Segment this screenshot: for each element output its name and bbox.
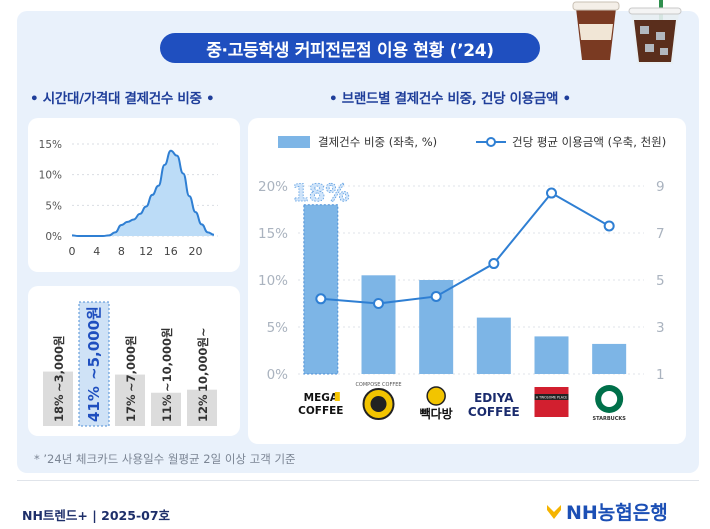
price-range-chart: 18% ~3,000원 41% ~5,000원 17% ~7,000원 11% ~10,000… [43, 301, 217, 427]
twosome-logo-stripe [534, 394, 569, 400]
legend-bar-swatch [278, 136, 310, 148]
brand-combo-chart: 결제건수 비중 (좌축, %) 건당 평균 이용금액 (우축, 천원) 0% 5% 10… [258, 135, 666, 422]
right-axis-tick: 3 [656, 320, 665, 336]
price-category-label: ~3,000원 [52, 335, 66, 392]
paik-logo-text: 빽다방 [420, 406, 453, 421]
y-tick-label: 5% [45, 200, 62, 212]
left-axis-tick: 5% [267, 320, 289, 336]
price-bar [78, 301, 110, 427]
nh-logo-icon [547, 504, 561, 519]
y-tick-label: 15% [39, 139, 62, 151]
page-title: 중·고등학생 커피전문점 이용 현황 (’24) [160, 33, 540, 63]
left-axis-tick: 20% [258, 179, 288, 195]
x-tick-label: 4 [93, 245, 100, 258]
avg-amount-point [546, 187, 557, 199]
twosome-logo-box [534, 387, 569, 417]
left-axis-tick: 15% [258, 226, 288, 242]
price-chart-card: 18% ~3,000원 41% ~5,000원 17% ~7,000원 11% ~10,000… [28, 286, 240, 436]
y-tick-label: 10% [39, 170, 62, 182]
source-label: NH트렌드+ | 2025-07호 [22, 508, 171, 523]
brand-bar [476, 317, 511, 374]
price-value-label: 12% [196, 394, 210, 422]
footnote: * ’24년 체크카드 사용일수 월평균 2일 이상 고객 기준 [34, 452, 296, 466]
brand-bar [534, 336, 569, 374]
starbucks-logo-inner [601, 391, 618, 407]
divider [17, 480, 699, 481]
twosome-logo-text: A TWOSOME PLACE [536, 396, 567, 400]
mega-logo-line2: COFFEE [298, 405, 343, 417]
legend-bar-label: 결제건수 비중 (좌축, %) [318, 135, 437, 149]
brand-bar [361, 275, 396, 374]
x-tick-label: 0 [69, 245, 76, 258]
y-tick-label: 0% [45, 231, 62, 243]
compose-logo-text: COMPOSE COFFEE [355, 382, 401, 388]
x-tick-label: 12 [139, 245, 153, 258]
price-bar [115, 374, 145, 426]
mega-logo-mark [334, 392, 340, 401]
starbucks-logo-text: STARBUCKS [592, 416, 626, 422]
mega-logo-line1: MEGA [304, 392, 339, 404]
price-category-label: ~7,000원 [124, 335, 138, 392]
price-bar [43, 371, 73, 426]
ediya-logo-line1: EDIYA [474, 391, 514, 405]
right-axis-tick: 9 [656, 179, 665, 195]
right-axis-tick: 1 [656, 367, 665, 383]
area-fill [72, 150, 214, 236]
avg-amount-point [315, 293, 327, 305]
x-tick-label: 20 [188, 245, 202, 258]
right-axis-tick: 7 [656, 226, 665, 242]
price-value-label: 17% [124, 394, 138, 422]
right-section-title: • 브랜드별 결제건수 비중, 건당 이용금액 • [329, 91, 571, 107]
bank-name: NH농협은행 [566, 502, 668, 524]
avg-amount-line [320, 191, 610, 305]
highlight-value-label: 18% [292, 179, 349, 207]
brand-bar [592, 343, 627, 374]
area-line [71, 149, 215, 237]
left-axis-tick: 10% [258, 273, 288, 289]
avg-amount-point [430, 290, 442, 302]
price-category-label: ~5,000원 [85, 306, 103, 380]
price-value-label: 41% [85, 386, 103, 422]
price-bar [151, 392, 181, 426]
brand-chart-card: 결제건수 비중 (좌축, %) 건당 평균 이용금액 (우축, 천원) 0% 5% 10… [248, 118, 686, 444]
price-category-label: ~10,000원 [160, 327, 174, 392]
iced-coffee-cup-icon [628, 0, 682, 64]
avg-amount-point [603, 220, 615, 232]
hot-coffee-cup-icon [572, 1, 620, 60]
price-category-label: 10,000원~ [196, 327, 210, 392]
brand-bar [303, 204, 339, 375]
left-axis-tick: 0% [267, 367, 289, 383]
paik-logo-face [426, 386, 446, 406]
hourly-chart-card: 0% 5% 10% 15% 0 4 8 12 16 20 [28, 118, 240, 272]
hourly-area-chart: 0% 5% 10% 15% 0 4 8 12 16 20 [39, 139, 218, 258]
price-value-label: 18% [52, 394, 66, 422]
left-section-title: • 시간대/가격대 결제건수 비중 • [30, 91, 215, 107]
x-tick-label: 8 [118, 245, 125, 258]
right-axis-tick: 5 [656, 273, 665, 289]
bank-logo: NH농협은행 [545, 498, 668, 525]
avg-amount-point [488, 258, 500, 270]
legend-line-label: 건당 평균 이용금액 (우축, 천원) [512, 135, 666, 149]
legend-line-marker [486, 137, 496, 147]
price-value-label: 11% [160, 394, 174, 422]
avg-amount-point [373, 298, 384, 309]
price-bar [187, 389, 217, 426]
ediya-logo-line2: COFFEE [468, 405, 520, 419]
x-tick-label: 16 [164, 245, 178, 258]
compose-logo-center [370, 396, 387, 412]
